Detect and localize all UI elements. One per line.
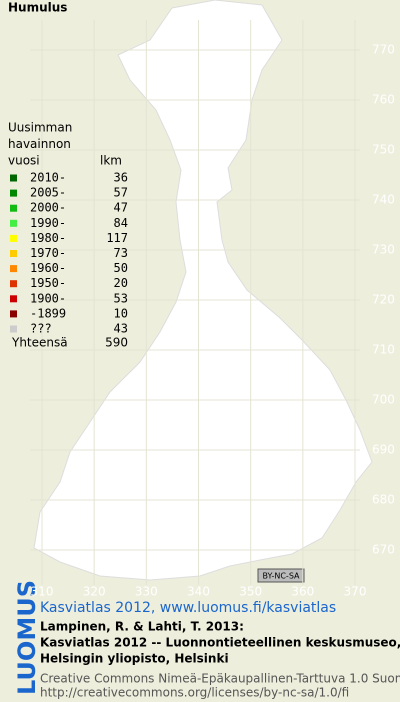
legend-count: 50: [114, 261, 128, 275]
legend-swatch: [10, 325, 17, 333]
legend-swatch: [10, 280, 17, 288]
map-title: Humulus: [8, 1, 67, 15]
legend-heading: vuosi: [8, 154, 40, 168]
legend-label: 2005-: [30, 186, 66, 200]
legend-swatch: [10, 234, 17, 242]
x-tick-label: 360: [291, 585, 314, 599]
legend-swatch: [10, 174, 17, 182]
license-line: http://creativecommons.org/licenses/by-n…: [40, 686, 349, 700]
legend-label: 1980-: [30, 231, 66, 245]
y-tick-label: 700: [372, 393, 395, 407]
citation-line: Kasviatlas 2012 -- Luonnontieteellinen k…: [40, 636, 400, 650]
legend-count: 36: [114, 171, 128, 185]
legend-label: ???: [30, 322, 52, 336]
legend-count: 10: [114, 306, 128, 320]
license-line: Creative Commons Nimeä-Epäkaupallinen-Ta…: [40, 672, 400, 686]
legend-count: 57: [114, 186, 128, 200]
y-tick-label: 690: [372, 443, 395, 457]
legend-label: 1960-: [30, 261, 66, 275]
legend-swatch: [10, 310, 17, 318]
logo: LUOMUS: [13, 580, 41, 695]
finland-outline: [33, 0, 373, 581]
legend-count: 73: [114, 246, 128, 260]
cc-badge: [257, 568, 305, 583]
x-tick-label: 370: [344, 585, 367, 599]
legend-total: 590: [105, 336, 128, 350]
legend-count: 43: [114, 322, 128, 336]
legend-count: 47: [114, 201, 128, 215]
y-tick-label: 720: [372, 293, 395, 307]
x-tick-label: 320: [83, 585, 106, 599]
legend-heading: Uusimman: [8, 121, 72, 135]
x-tick-label: 330: [135, 585, 158, 599]
y-tick-label: 670: [372, 543, 395, 557]
legend-count-heading: lkm: [100, 154, 122, 168]
legend-swatch: [10, 189, 17, 197]
y-tick-label: 680: [372, 493, 395, 507]
legend-label: -1899: [30, 306, 66, 320]
x-tick-label: 310: [31, 585, 54, 599]
atlas-link[interactable]: Kasviatlas 2012, www.luomus.fi/kasviatla…: [40, 600, 336, 616]
y-tick-label: 750: [372, 143, 395, 157]
legend-label: 1990-: [30, 216, 66, 230]
y-tick-label: 730: [372, 243, 395, 257]
legend-count: 53: [114, 291, 128, 305]
y-tick-label: 740: [372, 193, 395, 207]
y-tick-label: 770: [372, 43, 395, 57]
legend-label: 2000-: [30, 201, 66, 215]
x-tick-label: 350: [239, 585, 262, 599]
legend-label: 1900-: [30, 291, 66, 305]
legend-swatch: [10, 219, 17, 227]
cc-badge-text: BY-NC-SA: [262, 572, 300, 581]
x-tick-label: 340: [187, 585, 210, 599]
legend-count: 117: [106, 231, 128, 245]
legend-total-label: Yhteensä: [11, 336, 68, 350]
y-tick-label: 710: [372, 343, 395, 357]
legend-swatch: [10, 295, 17, 303]
legend-swatch: [10, 250, 17, 257]
legend-swatch: [10, 265, 17, 273]
legend-count: 84: [114, 216, 128, 230]
legend-label: 2010-: [30, 171, 66, 185]
legend-label: 1970-: [30, 246, 66, 260]
y-tick-label: 760: [372, 93, 395, 107]
citation-line: Helsingin yliopisto, Helsinki: [40, 652, 229, 666]
legend-label: 1950-: [30, 276, 66, 290]
legend-swatch: [10, 204, 17, 212]
legend-count: 20: [114, 276, 128, 290]
citation-line: Lampinen, R. & Lahti, T. 2013:: [40, 620, 244, 634]
legend-heading: havainnon: [8, 137, 71, 151]
